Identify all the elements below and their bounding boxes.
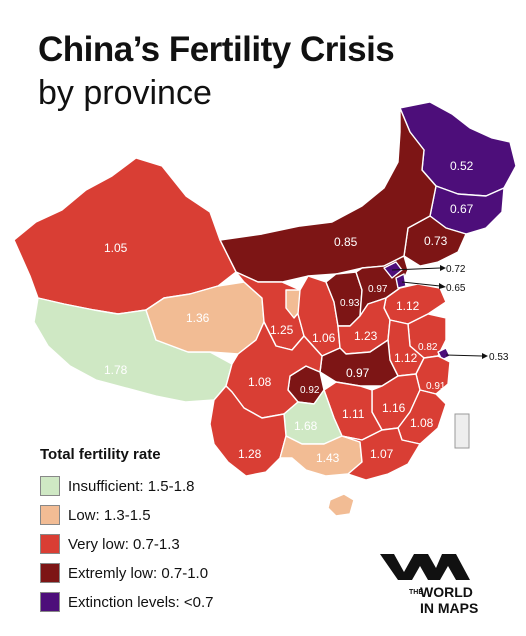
legend-swatch <box>40 476 60 496</box>
value-heilongjiang: 0.52 <box>450 159 474 173</box>
value-guangxi: 1.43 <box>316 451 340 465</box>
map-subtitle: by province <box>38 74 212 112</box>
world-in-maps-logo-icon <box>380 554 470 580</box>
value-sichuan: 1.08 <box>248 375 272 389</box>
arrow-shanghai-head <box>482 353 488 359</box>
region-inner-mongolia <box>219 107 437 283</box>
region-hubei <box>319 339 399 387</box>
value-xinjiang: 1.05 <box>104 241 128 255</box>
legend-title: Total fertility rate <box>40 446 161 463</box>
value-guizhou: 1.68 <box>294 419 318 433</box>
value-fujian: 1.08 <box>410 416 434 430</box>
value-inner-mongolia: 0.85 <box>334 235 358 249</box>
legend-item-extremely-low: Extremly low: 0.7-1.0 <box>40 562 214 584</box>
value-beijing: 0.72 <box>446 264 466 275</box>
legend-swatch <box>40 592 60 612</box>
legend-label: Very low: 0.7-1.3 <box>68 535 180 553</box>
value-jilin: 0.67 <box>450 202 474 216</box>
value-jiangsu: 0.82 <box>418 342 438 353</box>
value-guangdong: 1.07 <box>370 447 394 461</box>
world-in-maps-logo: THE WORLD IN MAPS <box>378 548 478 628</box>
legend-item-low: Low: 1.3-1.5 <box>40 504 214 526</box>
value-qinghai: 1.36 <box>186 311 210 325</box>
value-shandong: 1.12 <box>396 299 420 313</box>
region-taiwan <box>454 413 470 449</box>
value-henan: 1.23 <box>354 329 378 343</box>
map-title: China’s Fertility Crisis <box>38 30 395 69</box>
value-tibet: 1.78 <box>104 363 128 377</box>
value-hebei: 0.97 <box>368 284 388 295</box>
value-hubei: 0.97 <box>346 366 370 380</box>
value-anhui: 1.12 <box>394 351 418 365</box>
legend-swatch <box>40 505 60 525</box>
value-chongqing: 0.92 <box>300 385 320 396</box>
value-shanghai: 0.53 <box>489 352 509 363</box>
value-tianjin: 0.65 <box>446 283 466 294</box>
legend-label: Insufficient: 1.5-1.8 <box>68 477 195 495</box>
legend-swatch <box>40 534 60 554</box>
logo-text-in-maps: IN MAPS <box>420 600 479 616</box>
region-hainan <box>327 493 355 517</box>
value-hunan: 1.11 <box>342 407 365 421</box>
value-gansu: 1.25 <box>270 323 294 337</box>
arrow-tianjin-head <box>439 283 446 289</box>
value-zhejiang: 0.91 <box>426 381 446 392</box>
legend-label: Extremly low: 0.7-1.0 <box>68 564 209 582</box>
value-jiangxi: 1.16 <box>382 401 406 415</box>
legend-item-extinction: Extinction levels: <0.7 <box>40 591 214 613</box>
value-shaanxi: 1.06 <box>312 331 336 345</box>
legend-item-very-low: Very low: 0.7-1.3 <box>40 533 214 555</box>
value-yunnan: 1.28 <box>238 447 262 461</box>
legend-label: Low: 1.3-1.5 <box>68 506 151 524</box>
value-liaoning: 0.73 <box>424 234 448 248</box>
arrow-beijing-head <box>440 265 446 271</box>
legend-swatch <box>40 563 60 583</box>
logo-text-the: THE <box>409 589 423 596</box>
value-shanxi: 0.93 <box>340 298 360 309</box>
region-liaoning <box>403 215 467 267</box>
legend: Total fertility rate Insufficient: 1.5-1… <box>40 446 214 620</box>
arrow-tianjin <box>401 281 441 287</box>
logo-text-world: WORLD <box>420 584 473 600</box>
arrow-beijing <box>391 267 441 271</box>
region-guangdong <box>341 427 421 481</box>
legend-label: Extinction levels: <0.7 <box>68 593 214 611</box>
legend-item-insufficient: Insufficient: 1.5-1.8 <box>40 475 214 497</box>
arrow-shanghai <box>445 354 483 357</box>
